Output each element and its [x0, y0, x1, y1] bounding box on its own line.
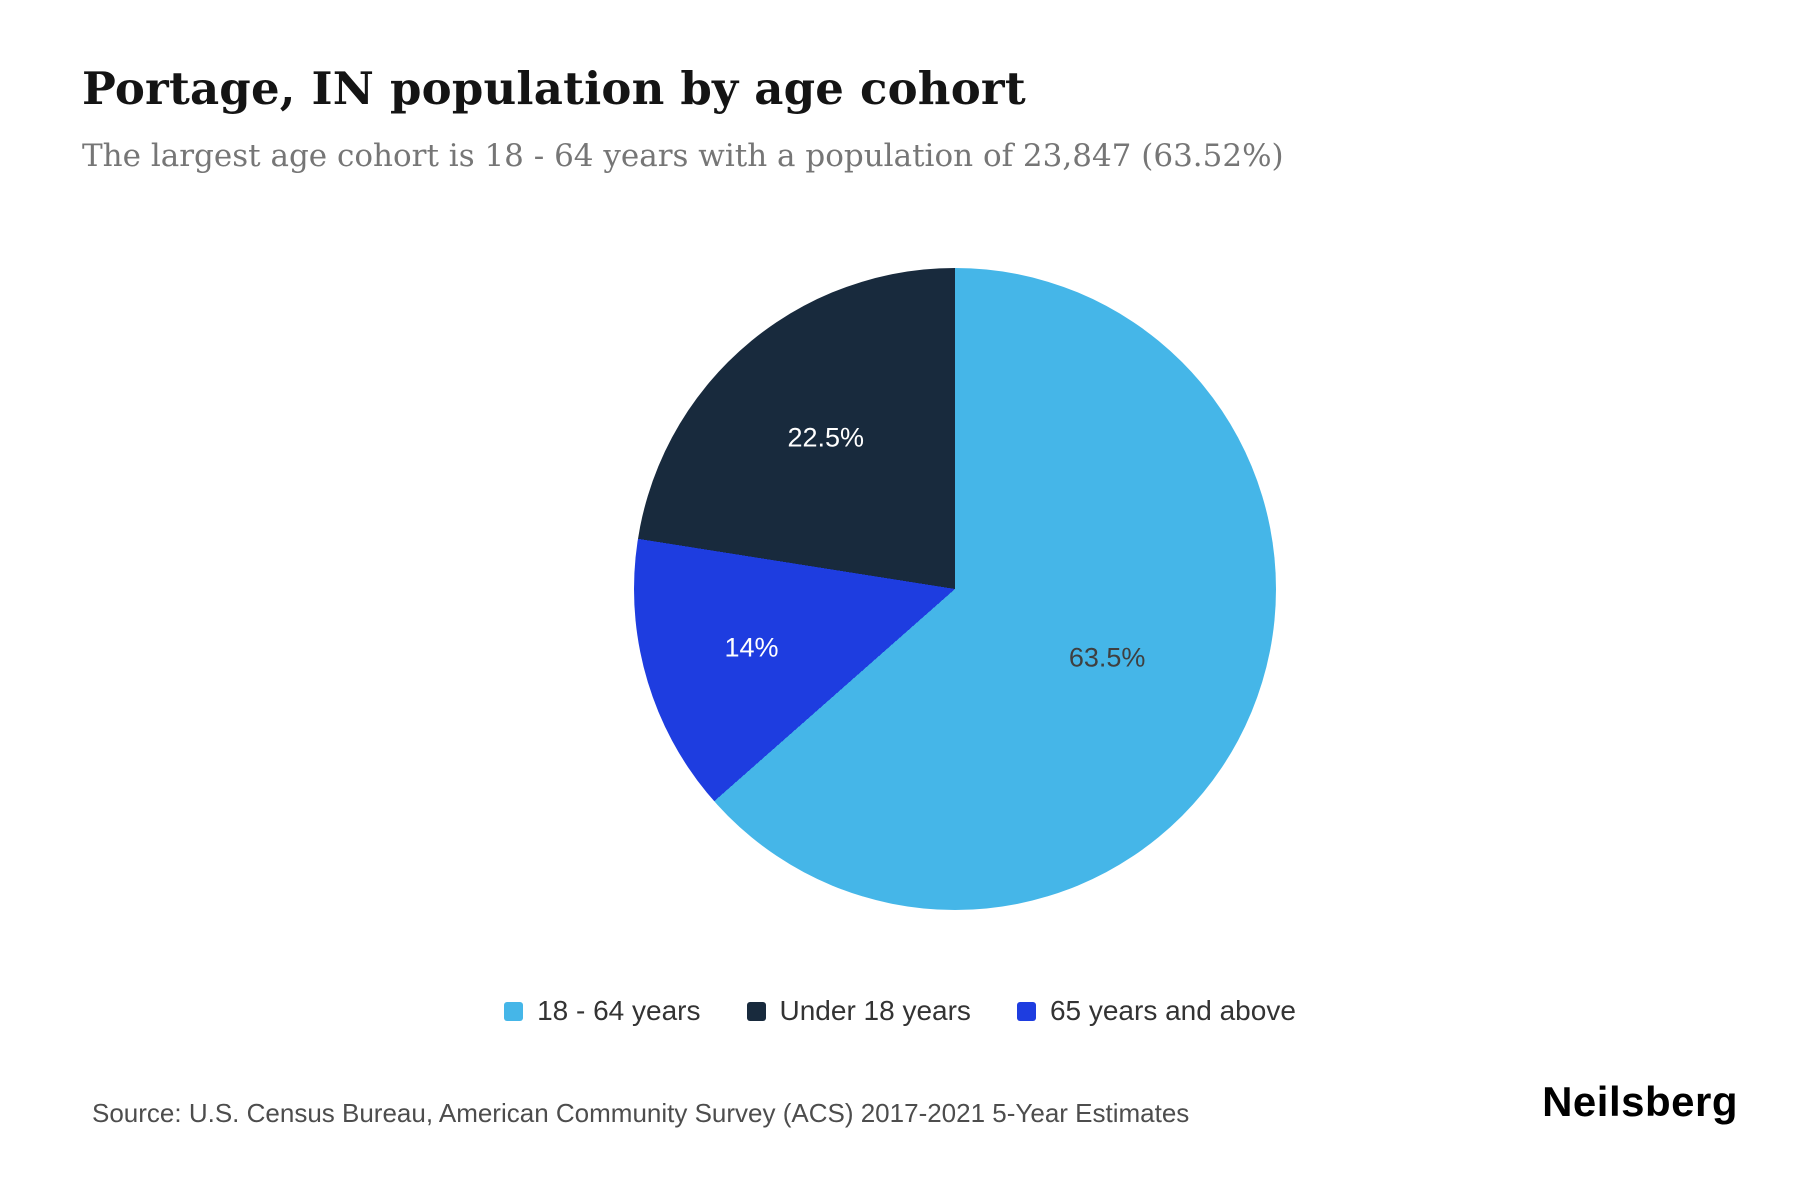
chart-title: Portage, IN population by age cohort: [82, 62, 1026, 115]
pie-chart[interactable]: 63.5% 14% 22.5%: [634, 268, 1276, 910]
legend-label: 65 years and above: [1049, 995, 1296, 1026]
legend-swatch: [746, 1001, 766, 1021]
legend-item[interactable]: 18 - 64 years: [504, 995, 701, 1027]
legend-item[interactable]: 65 years and above: [1016, 995, 1296, 1027]
legend-swatch: [1016, 1001, 1036, 1021]
chart-subtitle: The largest age cohort is 18 - 64 years …: [82, 138, 1284, 174]
chart-legend: 18 - 64 years Under 18 years 65 years and …: [0, 995, 1800, 1027]
pie-slice-label: 63.5%: [1068, 642, 1146, 673]
legend-swatch: [504, 1001, 524, 1021]
brand-logo: Neilsberg: [1542, 1078, 1738, 1125]
legend-label: 18 - 64 years: [537, 995, 701, 1026]
pie-slice-label: 14%: [724, 632, 779, 663]
source-note: Source: U.S. Census Bureau, American Com…: [92, 1098, 1190, 1128]
legend-item[interactable]: Under 18 years: [746, 995, 971, 1027]
pie-slice-label: 22.5%: [787, 422, 865, 453]
legend-label: Under 18 years: [779, 995, 971, 1026]
